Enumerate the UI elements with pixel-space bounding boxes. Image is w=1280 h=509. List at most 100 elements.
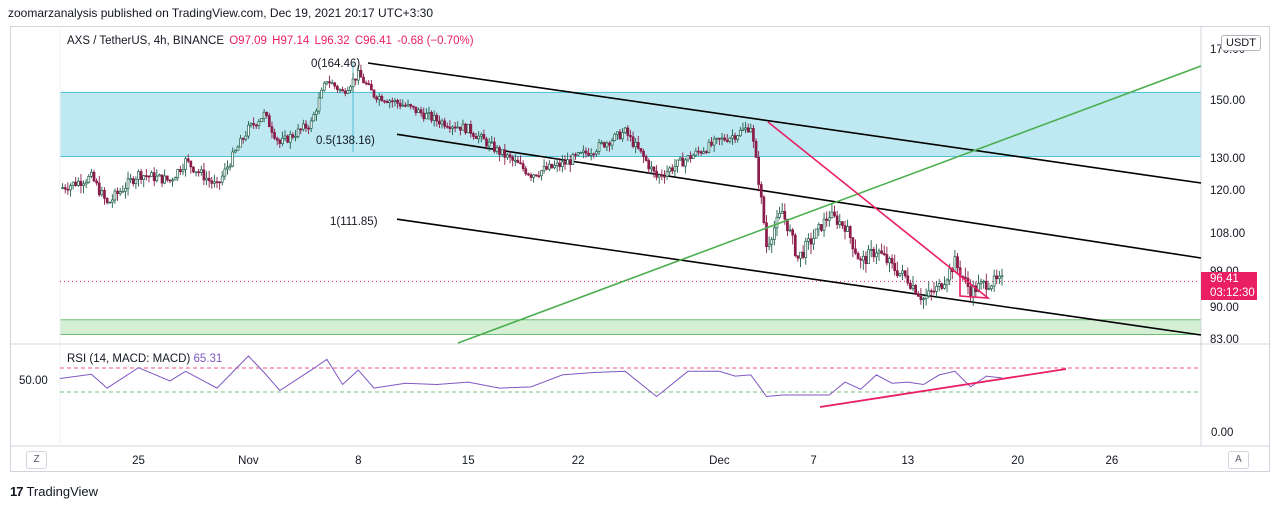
candle-body [718, 137, 721, 140]
candle-body [626, 127, 630, 136]
candle-body [799, 251, 802, 259]
candle-body [273, 132, 276, 139]
candle-body [636, 142, 640, 149]
candle-body [825, 218, 829, 221]
candle-body [304, 123, 308, 129]
candle-body [814, 228, 818, 239]
candle-body [519, 162, 522, 165]
candle-body [312, 114, 316, 122]
candle-body [841, 221, 844, 226]
candle-body [158, 174, 161, 177]
candle-body [595, 151, 598, 155]
candle-body [210, 180, 214, 184]
time-tick-label: 20 [1011, 455, 1024, 467]
candle-body [160, 174, 164, 184]
candle-body [786, 218, 789, 232]
candle-body [247, 124, 250, 137]
candle-body [875, 252, 878, 258]
currency-button[interactable]: USDT [1221, 35, 1261, 51]
candle-body [992, 275, 996, 287]
price-tick-label: 83.00 [1210, 334, 1239, 346]
rsi-legend: RSI (14, MACD: MACD) 65.31 [67, 353, 222, 365]
candle-body [440, 120, 444, 125]
candle-body [142, 175, 146, 180]
candle-body [927, 290, 931, 297]
candle-body [982, 280, 986, 283]
candle-body [534, 174, 538, 177]
close-value: C96.41 [354, 35, 392, 47]
candle-body [699, 151, 703, 154]
fib-label: 0.5(138.16) [316, 135, 375, 147]
auto-scale-button[interactable]: A [1228, 451, 1249, 469]
candle-body [414, 106, 418, 113]
candle-body [427, 112, 431, 114]
candle-body [555, 162, 559, 166]
candle-body [179, 169, 182, 172]
candle-body [660, 174, 664, 177]
candle-body [545, 166, 549, 170]
candle-body [584, 150, 588, 154]
candle-body [804, 240, 808, 258]
candle-body [325, 81, 329, 84]
candle-body [911, 285, 915, 289]
candle-body [121, 190, 125, 193]
candle-body [76, 180, 80, 186]
candle-body [977, 283, 980, 292]
candle-body [283, 135, 287, 139]
candle-body [215, 181, 219, 184]
candle-body [375, 96, 378, 100]
pane-dividers [11, 27, 1269, 447]
rsi-axis-label: 50.00 [19, 375, 48, 387]
candle-body [945, 279, 949, 286]
candle-body [218, 181, 221, 184]
zoom-button[interactable]: Z [26, 451, 47, 469]
candle-body [309, 120, 313, 129]
candle-body [859, 258, 863, 261]
time-tick-label: 15 [462, 455, 475, 467]
candle-body [317, 97, 321, 112]
candle-body [964, 276, 967, 279]
high-value: H97.14 [272, 35, 310, 47]
candle-body [393, 99, 397, 102]
candle-body [757, 157, 761, 185]
candle-body [79, 180, 83, 186]
candle-body [657, 174, 661, 178]
candle-body [749, 127, 753, 133]
candle-body [226, 166, 229, 170]
candle-body [969, 286, 972, 298]
candle-body [838, 221, 842, 225]
candle-body [71, 181, 75, 186]
candle-body [940, 283, 944, 289]
candle-body [979, 281, 983, 284]
channel-bottom-line [396, 218, 1202, 336]
candle-body [137, 171, 140, 180]
candle-body [820, 224, 823, 231]
tradingview-logo-icon: 17 [10, 484, 24, 499]
candle-body [895, 270, 899, 277]
candle-body [830, 211, 834, 219]
candle-body [82, 183, 85, 186]
candle-body [275, 137, 279, 141]
candle-body [697, 150, 700, 153]
candle-body [532, 174, 535, 178]
candle-body [909, 282, 912, 289]
candle-body [466, 124, 470, 134]
candle-body [461, 123, 465, 131]
candle-body [553, 165, 556, 169]
candle-body [367, 83, 371, 85]
candle-body [676, 159, 679, 167]
candle-body [453, 126, 457, 129]
rsi-label: RSI (14, MACD: MACD) [67, 353, 191, 365]
candle-body [430, 112, 433, 121]
candle-body [867, 249, 870, 265]
candle-body [715, 137, 719, 140]
candle-body [249, 123, 253, 126]
candle-body [720, 137, 724, 140]
low-value: L96.32 [314, 35, 350, 47]
candle-body [998, 275, 1001, 280]
candle-body [995, 275, 999, 280]
candle-body [869, 248, 873, 251]
candle-body [738, 130, 742, 137]
candle-body [943, 284, 946, 289]
